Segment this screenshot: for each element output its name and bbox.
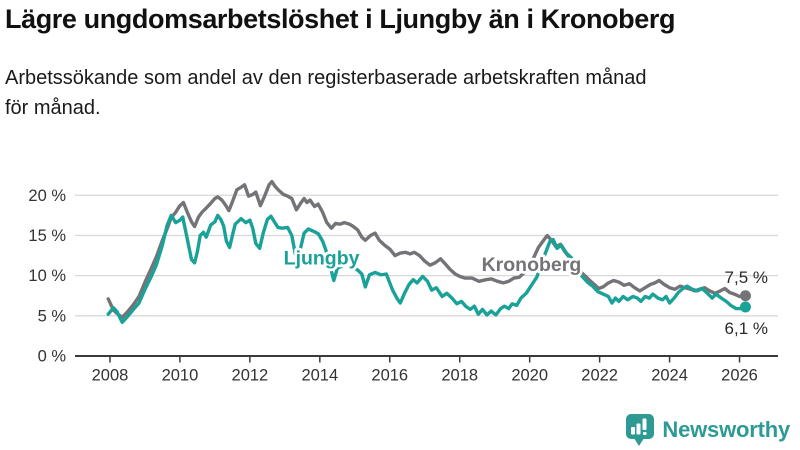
chart-subtitle-line-2: för månad. [5, 97, 101, 119]
x-tick-label: 2026 [721, 367, 758, 385]
series-end-dot-kronoberg [739, 290, 751, 302]
y-tick-label: 10 % [28, 267, 66, 285]
y-tick-label: 5 % [38, 307, 67, 325]
end-value-ljungby: 6,1 % [725, 319, 768, 338]
series-label-ljungby: Ljungby [284, 247, 360, 269]
series-line-kronoberg [106, 179, 748, 320]
y-tick-label: 15 % [28, 227, 66, 245]
x-tick-label: 2018 [441, 367, 478, 385]
series-end-dot-ljungby [739, 301, 751, 313]
newsworthy-wordmark: Newsworthy [662, 417, 790, 442]
chart-title: Lägre ungdomsarbetslöshet i Ljungby än i… [5, 4, 676, 34]
series-line-ljungby [106, 213, 748, 324]
x-tick-label: 2008 [92, 367, 129, 385]
end-value-kronoberg: 7,5 % [725, 268, 768, 287]
y-tick-label: 0 % [38, 348, 67, 366]
chart-subtitle-line-1: Arbetssökande som andel av den registerb… [5, 67, 647, 89]
x-tick-label: 2016 [371, 367, 408, 385]
x-tick-label: 2010 [162, 367, 199, 385]
x-tick-label: 2012 [232, 367, 269, 385]
x-tick-label: 2020 [511, 367, 548, 385]
x-tick-label: 2024 [651, 367, 688, 385]
x-tick-label: 2014 [301, 367, 338, 385]
y-tick-label: 20 % [28, 187, 66, 205]
newsworthy-logo-icon [626, 414, 655, 446]
newsworthy-logo: Newsworthy [625, 413, 790, 447]
chart-subtitle: Arbetssökande som andel av den registerb… [5, 63, 785, 123]
series-label-kronoberg: Kronoberg [482, 254, 582, 276]
x-tick-label: 2022 [581, 367, 618, 385]
